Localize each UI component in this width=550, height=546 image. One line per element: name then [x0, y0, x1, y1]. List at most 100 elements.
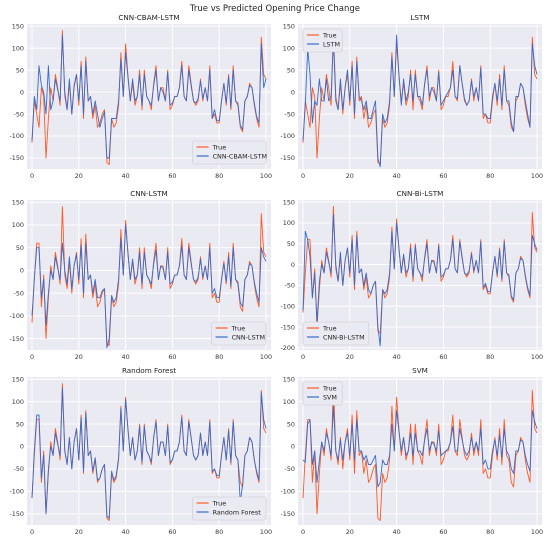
- x-tick-label: 80: [486, 353, 494, 361]
- subplot-title: CNN-Bi-LSTM: [397, 189, 444, 198]
- x-tick-label: 100: [531, 353, 543, 361]
- subplot-title: CNN-LSTM: [130, 189, 168, 198]
- y-tick-label: -150: [280, 510, 295, 518]
- y-tick-label: -50: [14, 110, 24, 118]
- y-tick-label: 50: [287, 66, 295, 74]
- legend-label: CNN-Bi-LSTM: [323, 333, 365, 341]
- legend-label: True: [322, 384, 337, 392]
- y-tick-label: -150: [9, 154, 24, 162]
- x-tick-label: 100: [260, 528, 272, 536]
- series-line-cnn-cbam-lstm: [31, 34, 267, 159]
- subplot-title: SVM: [412, 366, 428, 375]
- x-tick-label: 40: [122, 353, 130, 361]
- x-tick-label: 100: [531, 528, 543, 536]
- x-tick-label: 40: [393, 528, 401, 536]
- x-tick-label: 80: [215, 528, 223, 536]
- y-tick-label: 150: [283, 198, 295, 206]
- y-tick-label: -100: [280, 132, 295, 140]
- y-tick-label: -50: [14, 465, 24, 473]
- x-tick-label: 20: [75, 353, 83, 361]
- x-tick-label: 40: [393, 172, 401, 180]
- legend-label: Random Forest: [213, 508, 262, 516]
- subplot-title: Random Forest: [122, 366, 176, 375]
- subplot-grid: -150 -100 -50 0 50 100 150 0 20 40 60 80 100 CNN-CBAM…: [9, 13, 543, 536]
- series-line-cnn-bi-lstm: [302, 214, 538, 347]
- subplot-title: CNN-CBAM-LSTM: [118, 13, 179, 22]
- y-tick-label: 50: [16, 66, 24, 74]
- y-tick-label: 0: [291, 261, 295, 269]
- y-tick-label: 150: [12, 22, 24, 30]
- x-tick-label: 100: [260, 353, 272, 361]
- legend-label: CNN-CBAM-LSTM: [213, 152, 267, 160]
- y-tick-label: 50: [287, 420, 295, 428]
- y-tick-label: -150: [280, 154, 295, 162]
- x-tick-label: 40: [122, 172, 130, 180]
- y-tick-label: 100: [12, 44, 24, 52]
- x-tick-label: 20: [346, 353, 354, 361]
- y-tick-label: 150: [283, 375, 295, 383]
- y-tick-label: 0: [20, 267, 24, 275]
- y-tick-label: 0: [291, 443, 295, 451]
- legend-box: [302, 321, 370, 346]
- y-tick-label: -150: [9, 510, 24, 518]
- legend-label: CNN-LSTM: [232, 333, 265, 341]
- x-tick-label: 80: [486, 172, 494, 180]
- x-tick-label: 0: [301, 353, 305, 361]
- y-tick-label: 50: [16, 420, 24, 428]
- series-line-cnn-lstm: [31, 224, 267, 349]
- x-tick-label: 20: [75, 172, 83, 180]
- y-tick-label: 150: [12, 198, 24, 206]
- legend-label: SVM: [323, 393, 337, 401]
- x-tick-label: 60: [439, 528, 447, 536]
- y-tick-label: -100: [280, 302, 295, 310]
- y-tick-label: -150: [280, 323, 295, 331]
- y-tick-label: -200: [280, 344, 295, 352]
- subplot-1: -150 -100 -50 0 50 100 150 0 20 40 60 80 100 CNN-CBAM…: [9, 13, 272, 180]
- y-tick-label: 100: [283, 398, 295, 406]
- x-tick-label: 0: [301, 172, 305, 180]
- series-line-svm: [302, 405, 538, 488]
- x-tick-label: 60: [168, 353, 176, 361]
- legend-label: True: [322, 31, 337, 39]
- y-tick-label: 100: [12, 221, 24, 229]
- legend-label: True: [322, 324, 337, 332]
- x-tick-label: 80: [486, 528, 494, 536]
- legend-box: [192, 496, 267, 521]
- y-tick-label: 50: [16, 244, 24, 252]
- y-tick-label: 50: [287, 240, 295, 248]
- y-tick-label: 0: [20, 88, 24, 96]
- y-tick-label: 150: [12, 375, 24, 383]
- y-tick-label: -150: [9, 335, 24, 343]
- y-tick-label: -100: [9, 132, 24, 140]
- y-tick-label: -50: [14, 289, 24, 297]
- legend-label: True: [212, 499, 227, 507]
- subplot-3: -150 -100 -50 0 50 100 150 0 20 40 60 80 100 CNN-LSTM…: [9, 189, 272, 361]
- y-tick-label: 0: [291, 88, 295, 96]
- x-tick-label: 100: [260, 172, 272, 180]
- series-line-lstm: [302, 34, 538, 168]
- x-tick-label: 0: [30, 172, 34, 180]
- legend-box: [192, 140, 267, 165]
- x-tick-label: 0: [301, 528, 305, 536]
- y-tick-label: 0: [20, 443, 24, 451]
- y-tick-label: -50: [285, 465, 295, 473]
- subplot-title: LSTM: [410, 13, 429, 22]
- x-tick-label: 20: [346, 172, 354, 180]
- x-tick-label: 60: [439, 353, 447, 361]
- subplot-5: -150 -100 -50 0 50 100 150 0 20 40 60 80 100 Random F…: [9, 366, 272, 536]
- x-tick-label: 0: [30, 353, 34, 361]
- x-tick-label: 60: [168, 172, 176, 180]
- y-tick-label: 100: [283, 44, 295, 52]
- series-line-random-forest: [31, 387, 267, 519]
- x-tick-label: 60: [168, 528, 176, 536]
- y-tick-label: 150: [283, 22, 295, 30]
- y-tick-label: 100: [12, 398, 24, 406]
- subplot-4: -200 -150 -100 -50 0 50 100 150 0 20 40 60 80 100 CNN-…: [280, 189, 543, 361]
- y-tick-label: -100: [9, 488, 24, 496]
